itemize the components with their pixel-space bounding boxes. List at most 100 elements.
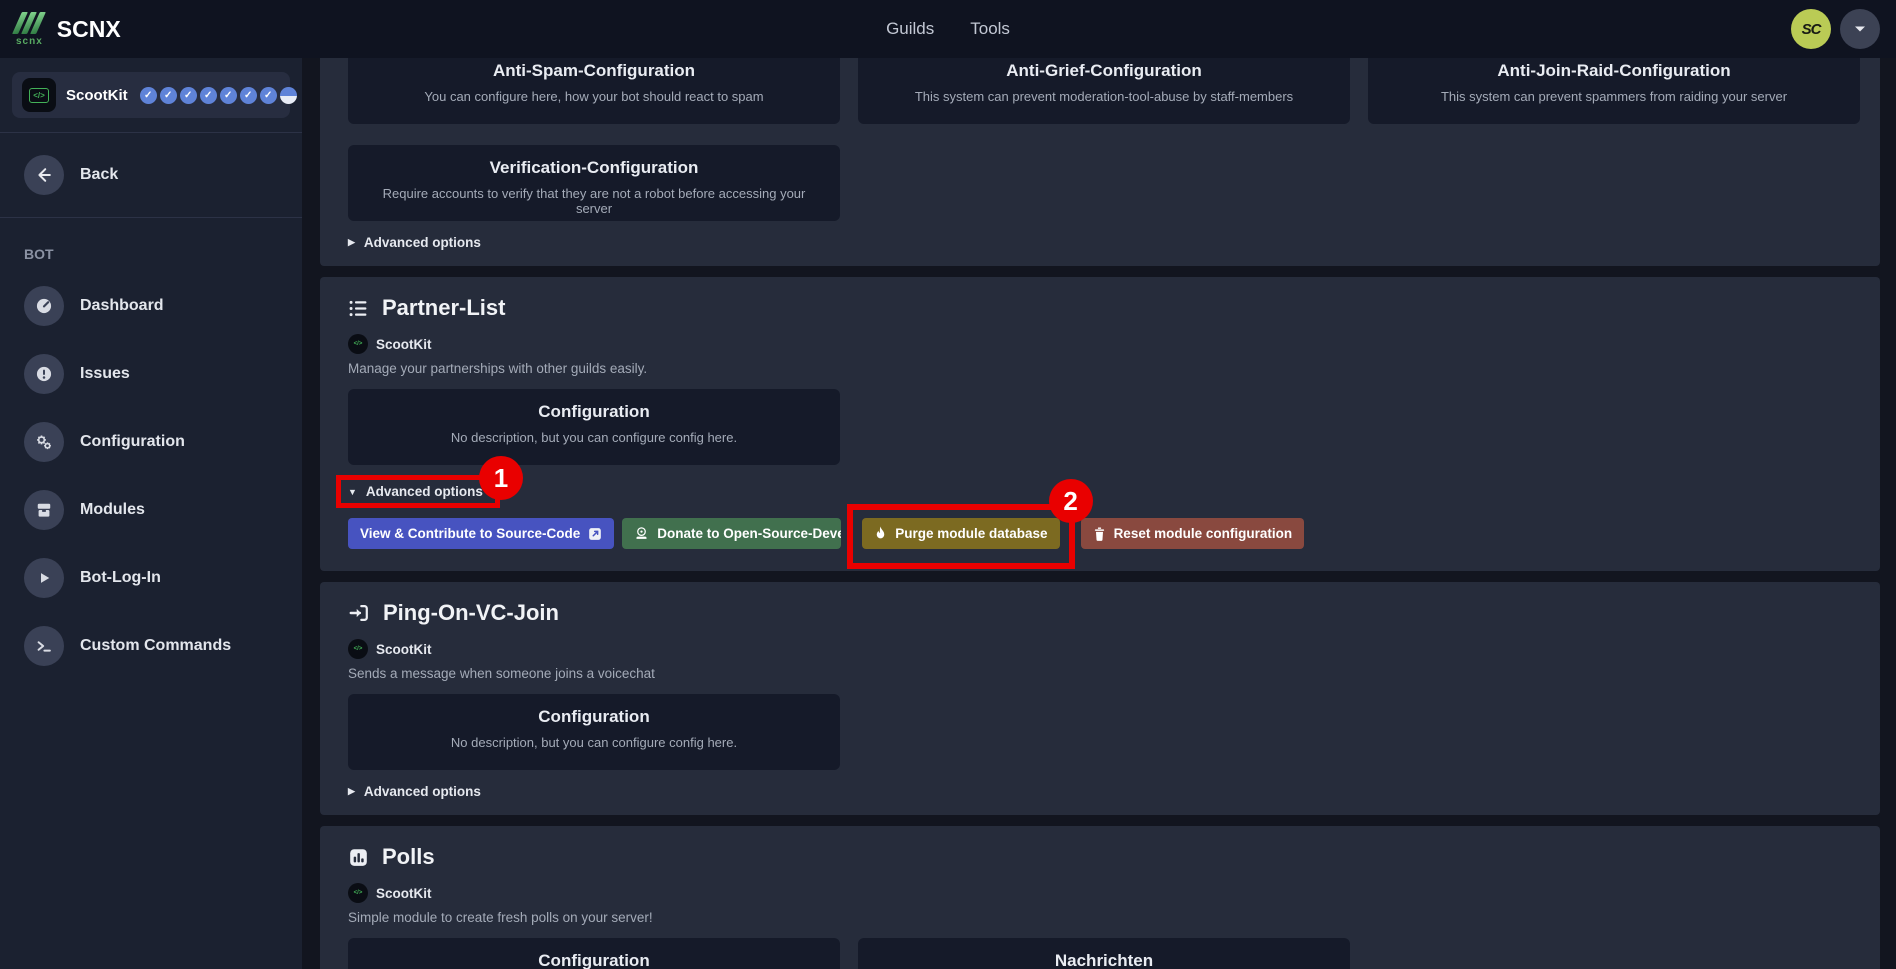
module-panel-ping-on-vc-join: Ping-On-VC-Join </> ScootKit Sends a mes…: [320, 582, 1880, 815]
verified-badge-icon: ✓: [139, 86, 157, 104]
verified-badge-icon: ✓: [159, 86, 177, 104]
nav-link-guilds[interactable]: Guilds: [886, 19, 935, 38]
view-source-code-button[interactable]: View & Contribute to Source-Code: [348, 518, 615, 549]
chevron-down-icon: [1855, 26, 1865, 32]
sidebar-item-bot-log-in[interactable]: Bot-Log-In: [0, 550, 302, 606]
sidebar-bot-card[interactable]: </> ScootKit ✓ ✓ ✓ ✓ ✓ ✓ ✓: [12, 72, 297, 118]
external-link-icon: [589, 527, 602, 540]
back-label: Back: [80, 166, 119, 183]
card-description: No description, but you can configure co…: [450, 430, 738, 445]
sign-in-icon: [349, 605, 368, 621]
gauge-icon: [24, 286, 64, 326]
card-title: Configuration: [538, 951, 650, 969]
scootkit-logo-icon: </>: [22, 78, 56, 112]
scnx-logo-text: scnx: [16, 35, 43, 47]
module-owner: </> ScootKit: [348, 639, 1852, 659]
sidebar-item-label: Modules: [80, 501, 145, 518]
sidebar-item-label: Configuration: [80, 433, 185, 450]
divider: [0, 217, 302, 218]
config-card-polls-nachrichten[interactable]: Nachrichten Edit the messages and string…: [858, 938, 1350, 969]
gears-icon: [24, 422, 64, 462]
annotation-highlight-1: ▼ Advanced options 1: [336, 456, 523, 508]
sidebar: </> ScootKit ✓ ✓ ✓ ✓ ✓ ✓ ✓ Back BOT: [0, 58, 302, 969]
annotation-badge-1: 1: [478, 456, 523, 500]
account-menu-button[interactable]: [1840, 9, 1880, 49]
section-title: Partner-List: [382, 295, 506, 320]
card-title: Verification-Configuration: [489, 158, 699, 177]
donate-icon: [636, 527, 647, 539]
owner-name: ScootKit: [376, 641, 432, 657]
sidebar-item-configuration[interactable]: Configuration: [0, 414, 302, 470]
scootkit-avatar: </>: [348, 334, 368, 354]
config-card-verification[interactable]: Verification-Configuration Require accou…: [348, 145, 840, 221]
advanced-options-toggle[interactable]: ▶ Advanced options: [348, 235, 481, 250]
module-owner: </> ScootKit: [348, 883, 1852, 903]
config-card-ping-configuration[interactable]: Configuration No description, but you ca…: [348, 694, 840, 770]
sidebar-item-dashboard[interactable]: Dashboard: [0, 278, 302, 334]
sidebar-item-label: Dashboard: [80, 297, 164, 314]
caret-right-icon: ▶: [348, 786, 355, 796]
button-label: Donate to Open-Source-Developer: [657, 526, 842, 541]
sidebar-item-issues[interactable]: Issues: [0, 346, 302, 402]
verified-badge-icon: ✓: [239, 86, 257, 104]
card-description: No description, but you can configure co…: [450, 735, 738, 750]
advanced-options-toggle[interactable]: Advanced options: [365, 484, 483, 499]
list-icon: [349, 300, 367, 316]
scnx-logo-icon: [12, 11, 47, 34]
sidebar-item-modules[interactable]: Modules: [0, 482, 302, 538]
module-panel-top: Anti-Spam-Configuration You can configur…: [320, 58, 1880, 266]
arrow-left-icon: [24, 155, 64, 195]
scnx-logo[interactable]: scnx: [12, 11, 47, 47]
button-label: View & Contribute to Source-Code: [360, 526, 581, 541]
purge-module-database-button[interactable]: Purge module database: [862, 518, 1060, 549]
card-title: Anti-Join-Raid-Configuration: [1497, 61, 1731, 80]
config-card-anti-spam[interactable]: Anti-Spam-Configuration You can configur…: [348, 58, 840, 124]
config-card-anti-grief[interactable]: Anti-Grief-Configuration This system can…: [858, 58, 1350, 124]
card-title: Nachrichten: [1054, 951, 1154, 969]
module-panel-polls: Polls </> ScootKit Simple module to crea…: [320, 826, 1880, 969]
user-avatar[interactable]: SC: [1791, 9, 1831, 49]
app-title: SCNX: [56, 15, 121, 42]
trash-icon: [1094, 527, 1104, 541]
verified-badge-icon: ✓: [199, 86, 217, 104]
nav-link-tools[interactable]: Tools: [970, 19, 1010, 38]
owner-name: ScootKit: [376, 885, 432, 901]
nav-links: Guilds Tools: [886, 19, 1010, 39]
sidebar-item-back[interactable]: Back: [0, 147, 302, 203]
verified-badge-icon: ✓: [179, 86, 197, 104]
sidebar-item-label: Issues: [80, 365, 130, 382]
section-title: Polls: [382, 844, 435, 869]
sidebar-item-label: Bot-Log-In: [80, 569, 161, 586]
verified-badge-icon: ✓: [219, 86, 237, 104]
donate-button[interactable]: Donate to Open-Source-Developer: [622, 518, 842, 549]
advanced-options-label: Advanced options: [363, 784, 481, 799]
card-description: This system can prevent moderation-tool-…: [914, 89, 1294, 104]
config-card-partner-configuration[interactable]: Configuration No description, but you ca…: [348, 389, 840, 465]
play-icon: [24, 558, 64, 598]
bot-badges: ✓ ✓ ✓ ✓ ✓ ✓ ✓: [139, 86, 297, 104]
sidebar-item-custom-commands[interactable]: Custom Commands: [0, 618, 302, 674]
flame-icon: [877, 526, 885, 539]
poll-chart-icon: [350, 848, 367, 866]
card-description: You can configure here, how your bot sho…: [424, 89, 764, 104]
section-title: Ping-On-VC-Join: [383, 600, 559, 625]
terminal-icon: [24, 626, 64, 666]
button-label: Purge module database: [895, 526, 1048, 541]
main-content: Anti-Spam-Configuration You can configur…: [302, 58, 1896, 969]
card-title: Anti-Grief-Configuration: [1006, 61, 1202, 80]
config-card-polls-configuration[interactable]: Configuration Configure the function of …: [348, 938, 840, 969]
annotation-highlight-2: Purge module database 2: [847, 479, 1093, 569]
partner-badge-icon: [279, 86, 297, 104]
exclamation-circle-icon: [24, 354, 64, 394]
owner-name: ScootKit: [376, 336, 432, 352]
section-description: Simple module to create fresh polls on y…: [348, 910, 653, 925]
advanced-options-toggle[interactable]: ▶ Advanced options: [348, 784, 481, 799]
advanced-options-label: Advanced options: [363, 235, 481, 250]
section-description: Sends a message when someone joins a voi…: [348, 666, 655, 681]
card-title: Configuration: [538, 402, 650, 421]
verified-badge-icon: ✓: [259, 86, 277, 104]
top-navbar: scnx SCNX Guilds Tools SC: [0, 0, 1896, 58]
reset-module-configuration-button[interactable]: Reset module configuration: [1080, 518, 1305, 549]
annotation-badge-2: 2: [1048, 479, 1093, 523]
config-card-anti-join-raid[interactable]: Anti-Join-Raid-Configuration This system…: [1368, 58, 1860, 124]
